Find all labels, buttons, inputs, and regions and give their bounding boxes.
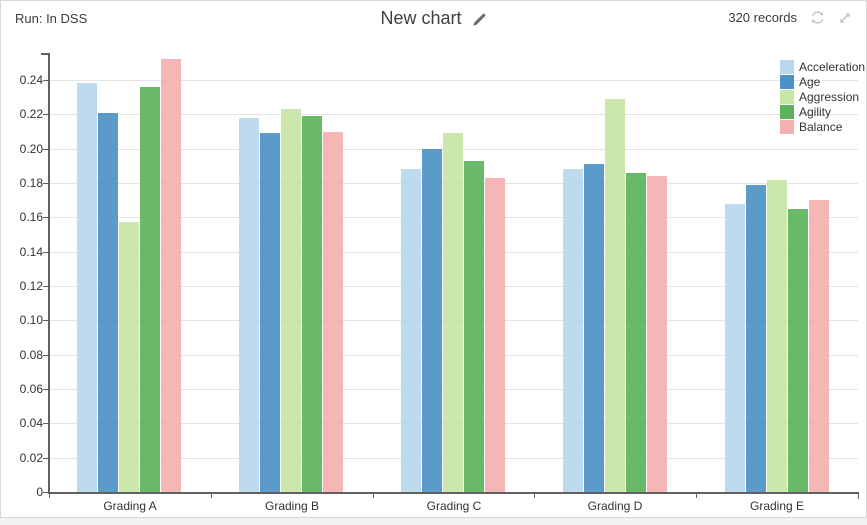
bar-acceleration-grading-c[interactable]: [401, 169, 421, 492]
chart-legend: Acceleration Age Aggression Agility Balance: [780, 60, 865, 135]
y-axis-tick: [43, 80, 49, 81]
bar-age-grading-b[interactable]: [260, 133, 280, 492]
y-axis-label: 0.12: [19, 279, 43, 293]
bar-agility-grading-b[interactable]: [302, 116, 322, 492]
y-axis-label: 0.10: [19, 313, 43, 327]
legend-item-aggression[interactable]: Aggression: [780, 90, 865, 104]
bar-age-grading-c[interactable]: [422, 149, 442, 492]
x-axis-boundary-tick: [534, 492, 535, 498]
y-axis-label: 0.04: [19, 416, 43, 430]
y-axis-label: 0.14: [19, 245, 43, 259]
bar-balance-grading-e[interactable]: [809, 200, 829, 492]
x-axis-line: [48, 492, 859, 494]
y-axis-tick: [43, 252, 49, 253]
bar-aggression-grading-a[interactable]: [119, 222, 139, 492]
bar-agility-grading-e[interactable]: [788, 209, 808, 492]
bar-agility-grading-d[interactable]: [626, 173, 646, 492]
y-axis-tick: [43, 320, 49, 321]
bar-acceleration-grading-a[interactable]: [77, 83, 97, 492]
y-axis-tick: [43, 286, 49, 287]
legend-item-agility[interactable]: Agility: [780, 105, 865, 119]
y-axis-tick: [43, 114, 49, 115]
bar-balance-grading-d[interactable]: [647, 176, 667, 492]
records-count: 320 records: [728, 10, 797, 25]
y-axis-label: 0.18: [19, 176, 43, 190]
run-mode-label: Run: In DSS: [15, 11, 88, 26]
y-axis-tick: [43, 149, 49, 150]
bar-acceleration-grading-e[interactable]: [725, 204, 745, 492]
y-axis-label: 0.08: [19, 348, 43, 362]
y-axis-label: 0.02: [19, 451, 43, 465]
bar-balance-grading-a[interactable]: [161, 59, 181, 492]
legend-item-acceleration[interactable]: Acceleration: [780, 60, 865, 74]
legend-swatch-acceleration: [780, 60, 794, 74]
chart-title-wrap: New chart: [380, 8, 486, 29]
expand-icon[interactable]: [838, 11, 852, 25]
x-axis-label: Grading E: [749, 499, 805, 513]
y-axis-tick: [43, 355, 49, 356]
y-axis-tick: [43, 423, 49, 424]
legend-label: Acceleration: [799, 60, 866, 74]
legend-swatch-age: [780, 75, 794, 89]
x-axis-boundary-tick: [696, 492, 697, 498]
x-axis-boundary-tick: [211, 492, 212, 498]
legend-item-age[interactable]: Age: [780, 75, 865, 89]
bar-age-grading-d[interactable]: [584, 164, 604, 492]
legend-swatch-aggression: [780, 90, 794, 104]
bar-agility-grading-a[interactable]: [140, 87, 160, 492]
bar-age-grading-a[interactable]: [98, 113, 118, 492]
y-axis-tick: [43, 217, 49, 218]
x-axis-label: Grading C: [426, 499, 482, 513]
y-axis-line: [48, 53, 50, 494]
x-axis-label: Grading B: [264, 499, 320, 513]
legend-label: Aggression: [799, 90, 860, 104]
y-axis-label: 0.20: [19, 142, 43, 156]
x-axis-boundary-tick: [373, 492, 374, 498]
bar-age-grading-e[interactable]: [746, 185, 766, 492]
x-axis-boundary-tick: [858, 492, 859, 499]
x-axis-boundary-tick: [49, 492, 50, 498]
header-right: 320 records: [728, 10, 852, 25]
edit-title-pencil-icon[interactable]: [471, 12, 487, 28]
legend-label: Agility: [799, 105, 832, 119]
bar-balance-grading-c[interactable]: [485, 178, 505, 492]
y-axis-tick: [43, 183, 49, 184]
y-axis-label: 0.22: [19, 107, 43, 121]
bar-aggression-grading-e[interactable]: [767, 180, 787, 492]
y-axis-label: 0.06: [19, 382, 43, 396]
legend-swatch-balance: [780, 120, 794, 134]
legend-label: Balance: [799, 120, 843, 134]
chart-title: New chart: [380, 8, 462, 28]
y-axis-label: 0.16: [19, 210, 43, 224]
y-axis-tick: [43, 458, 49, 459]
refresh-icon[interactable]: [810, 10, 825, 25]
legend-label: Age: [799, 75, 821, 89]
y-axis-tick: [43, 389, 49, 390]
y-axis-top-cap: [41, 53, 49, 55]
y-gridline: [49, 80, 858, 81]
bar-aggression-grading-c[interactable]: [443, 133, 463, 492]
bar-aggression-grading-b[interactable]: [281, 109, 301, 492]
legend-item-balance[interactable]: Balance: [780, 120, 865, 134]
bar-acceleration-grading-b[interactable]: [239, 118, 259, 492]
x-axis-label: Grading D: [587, 499, 643, 513]
bar-aggression-grading-d[interactable]: [605, 99, 625, 492]
y-axis-label: 0: [36, 485, 43, 499]
legend-swatch-agility: [780, 105, 794, 119]
x-axis-label: Grading A: [103, 499, 157, 513]
bar-balance-grading-b[interactable]: [323, 132, 343, 492]
y-axis-tick: [43, 492, 49, 493]
y-axis-label: 0.24: [19, 73, 43, 87]
bar-acceleration-grading-d[interactable]: [563, 169, 583, 492]
chart-header: Run: In DSS New chart 320 records: [1, 1, 866, 37]
y-gridline: [49, 114, 858, 115]
bar-agility-grading-c[interactable]: [464, 161, 484, 492]
